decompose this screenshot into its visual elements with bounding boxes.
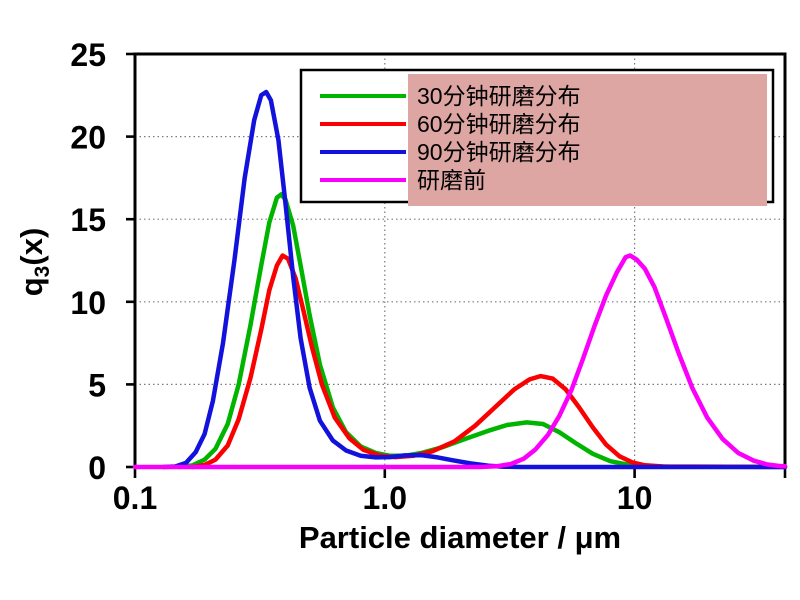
y-axis-title: q3(x) — [14, 228, 54, 297]
curve-series-0 — [176, 192, 788, 470]
x-tick-label: 0.1 — [113, 480, 157, 516]
y-tick-label: 15 — [70, 202, 106, 238]
y-axis-title-rest: (x) — [14, 228, 49, 266]
legend-label: 研磨前 — [417, 167, 486, 193]
x-axis-title: Particle diameter / μm — [299, 520, 621, 555]
y-tick-label: 20 — [70, 120, 106, 156]
y-tick-label: 10 — [70, 285, 106, 321]
axis-tick-labels: 0 5 10 15 20 25 0.1 1.0 10 — [70, 37, 652, 516]
curve-series-1 — [190, 253, 788, 470]
y-tick-label: 25 — [70, 37, 106, 73]
curve-series-2 — [161, 89, 788, 470]
y-tick-label: 0 — [88, 450, 106, 486]
legend-highlight — [408, 74, 767, 206]
data-curves — [132, 89, 788, 470]
y-tick-label: 5 — [88, 367, 106, 403]
curve-series-3 — [132, 253, 788, 470]
y-axis-title-subscript: 3 — [31, 266, 54, 278]
x-tick-label: 1.0 — [363, 480, 407, 516]
legend-label: 60分钟研磨分布 — [417, 111, 581, 137]
legend-label: 30分钟研磨分布 — [417, 83, 581, 109]
x-tick-label: 10 — [617, 480, 653, 516]
legend-label: 90分钟研磨分布 — [417, 139, 581, 165]
y-axis-title-base: q — [14, 277, 49, 296]
